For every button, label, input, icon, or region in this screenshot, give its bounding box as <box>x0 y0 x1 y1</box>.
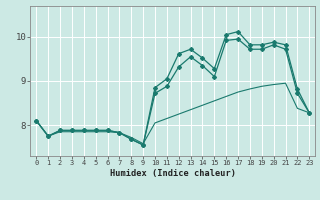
X-axis label: Humidex (Indice chaleur): Humidex (Indice chaleur) <box>110 169 236 178</box>
